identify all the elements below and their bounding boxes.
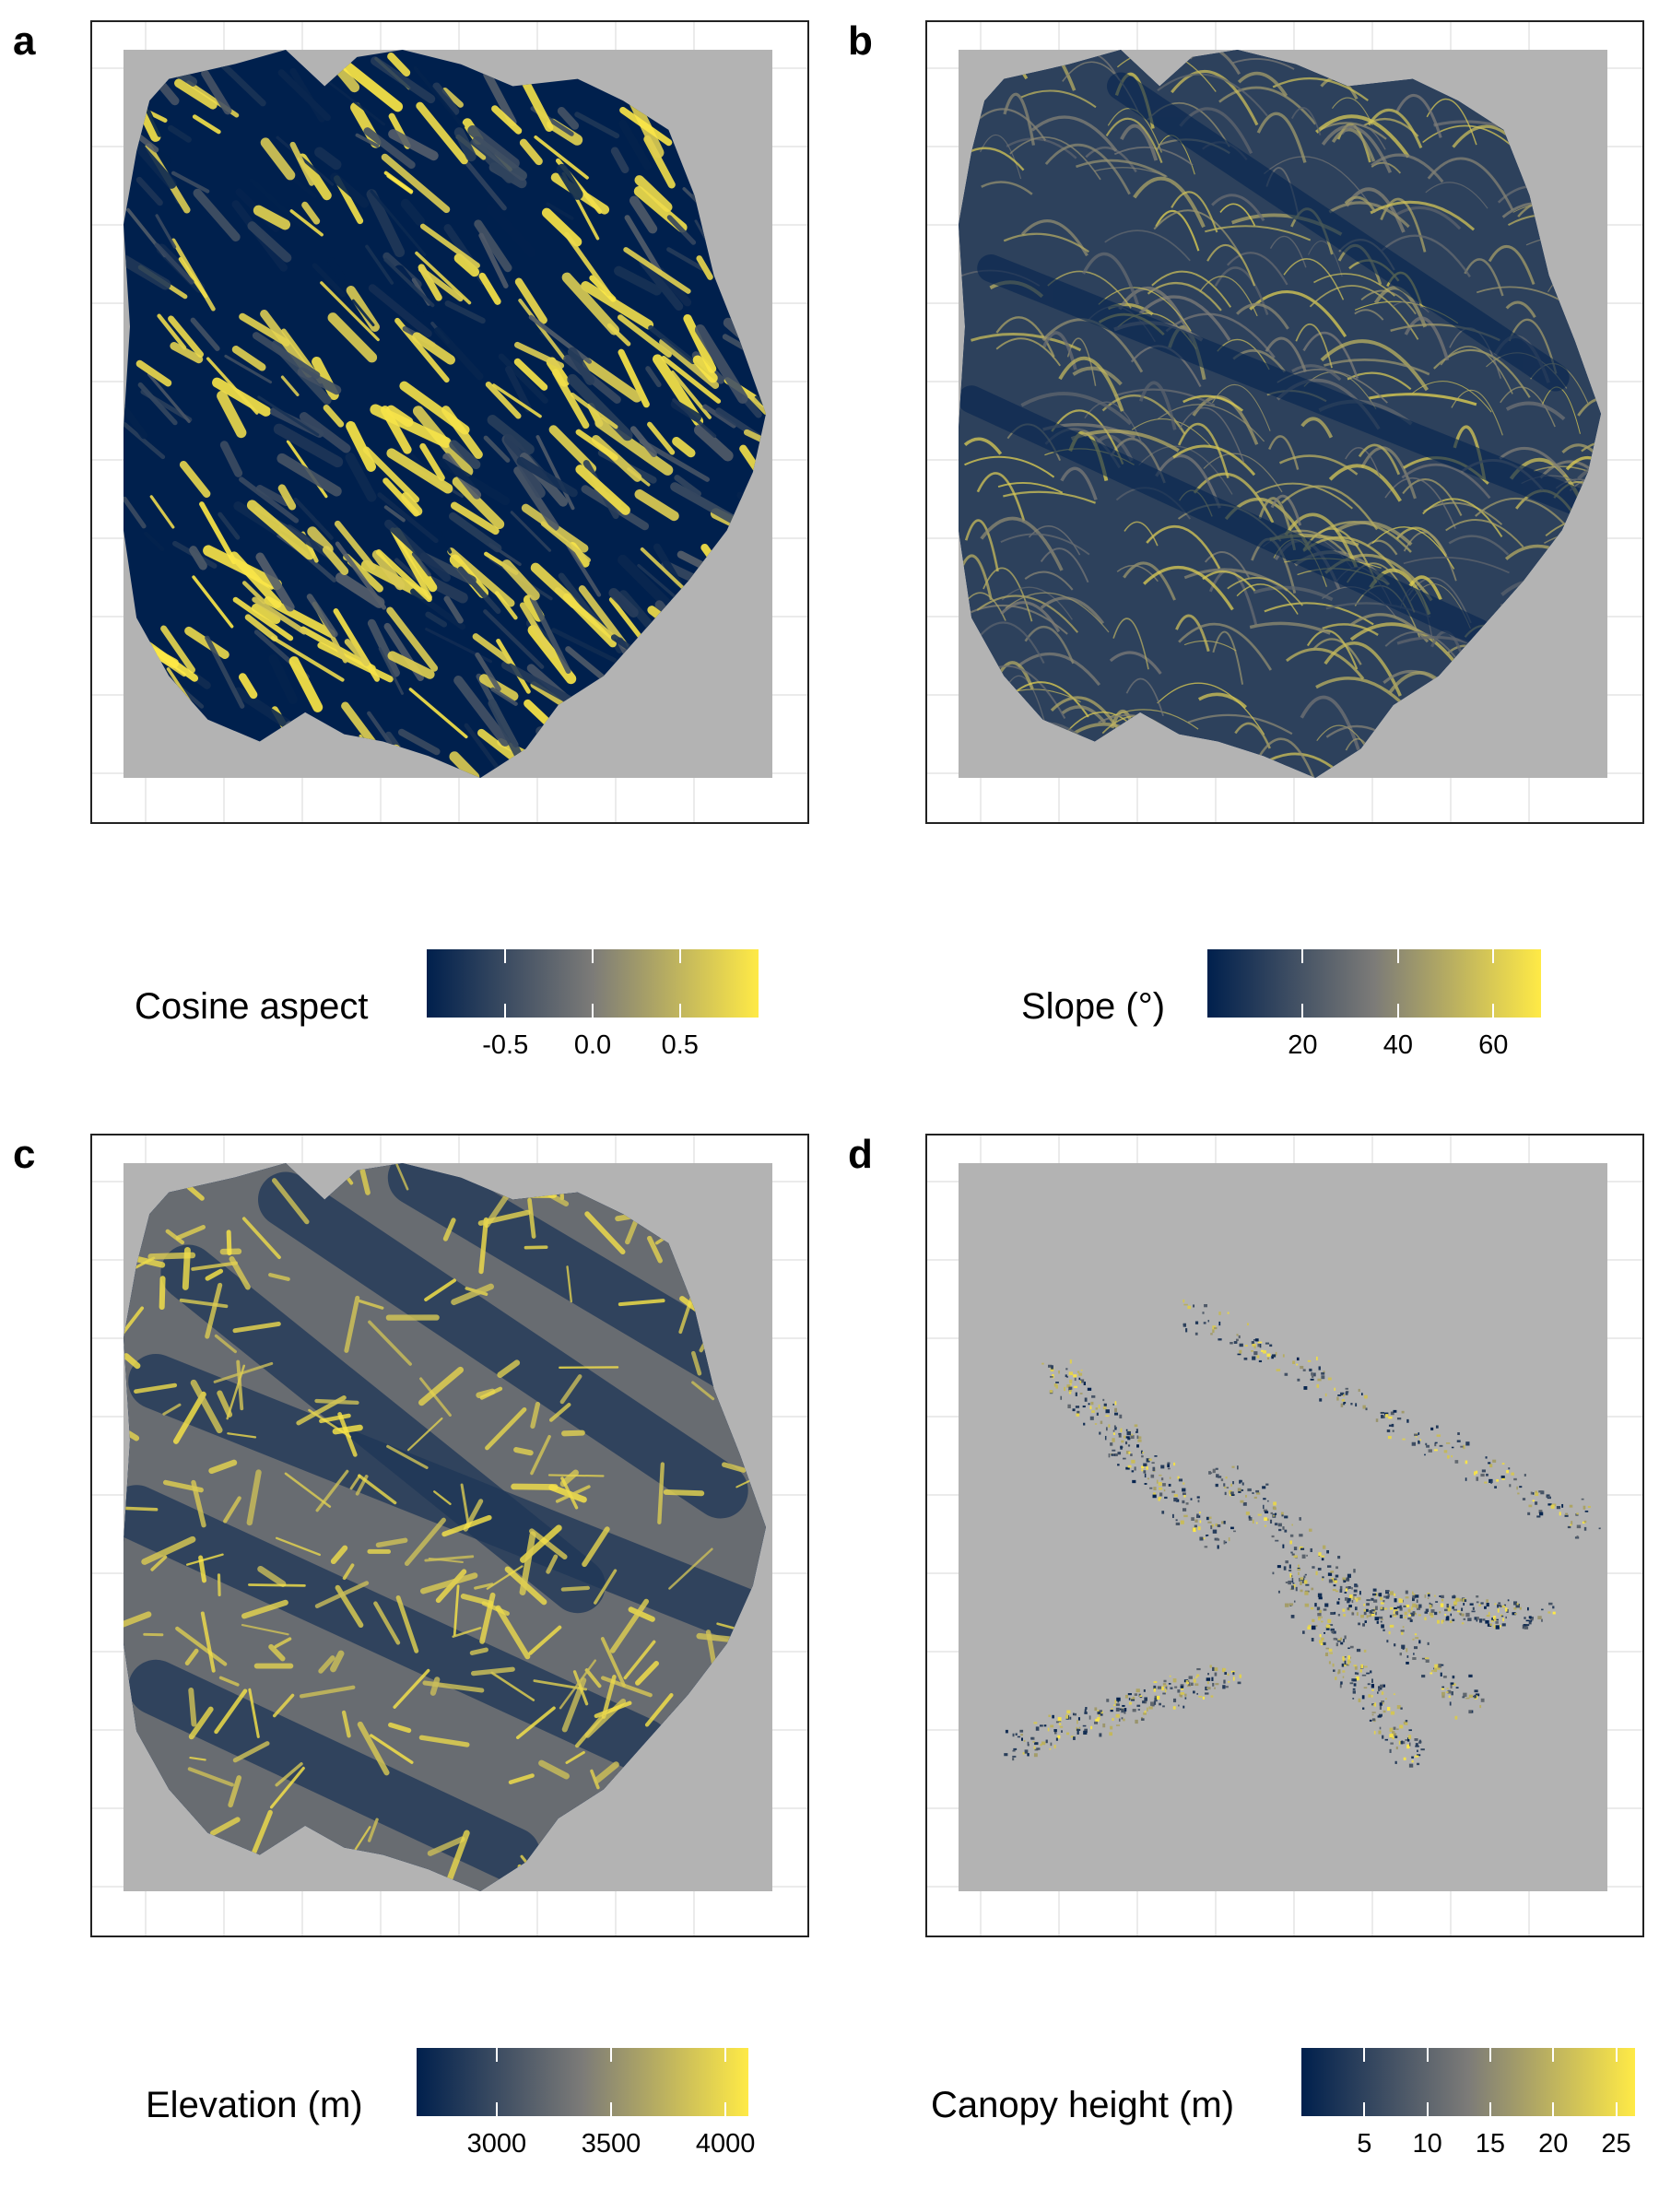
legend-tick-mark xyxy=(1488,2048,1491,2062)
legend-tick-mark xyxy=(1396,949,1399,963)
legend-tick-mark xyxy=(592,949,594,963)
legend-tick-label: 20 xyxy=(1288,1030,1318,1060)
legend-tick-mark xyxy=(1488,2102,1491,2116)
elevation-map xyxy=(90,1134,809,1937)
legend-tick-label: 15 xyxy=(1475,2129,1506,2159)
legend-tick-label: 10 xyxy=(1412,2129,1442,2159)
legend-tick-label: -0.5 xyxy=(482,1030,529,1060)
legend-tick-mark xyxy=(1426,2102,1429,2116)
panel-letter-c: c xyxy=(13,1132,36,1177)
slope-raster xyxy=(927,22,1642,822)
color-ramp xyxy=(1207,949,1541,1018)
legend-tick-label: 3500 xyxy=(581,2129,641,2159)
slope-map xyxy=(925,20,1644,824)
legend-tick-mark xyxy=(1552,2102,1555,2116)
legend-tick-mark xyxy=(504,1004,507,1018)
cosine-aspect-map xyxy=(90,20,809,824)
legend-tick-mark xyxy=(1615,2102,1618,2116)
legend-tick-label: 5 xyxy=(1357,2129,1372,2159)
legend-tick-mark xyxy=(504,949,507,963)
legend-tick-label: 0.0 xyxy=(573,1030,612,1060)
legend-tick-mark xyxy=(1492,949,1495,963)
legend-tick-label: 40 xyxy=(1382,1030,1413,1060)
color-ramp xyxy=(1301,2048,1635,2116)
legend-tick-mark xyxy=(678,1004,681,1018)
legend-tick-label: 3000 xyxy=(466,2129,527,2159)
panel-letter-a: a xyxy=(13,18,36,64)
legend-tick-label: 20 xyxy=(1538,2129,1569,2159)
panel-letter-b: b xyxy=(848,18,873,64)
legend-tick-label: 25 xyxy=(1601,2129,1631,2159)
legend-tick-label: 60 xyxy=(1478,1030,1509,1060)
legend-tick-mark xyxy=(724,2102,727,2116)
legend-tick-mark xyxy=(610,2048,613,2062)
legend-tick-mark xyxy=(1396,1004,1399,1018)
legend-tick-mark xyxy=(610,2102,613,2116)
legend-tick-mark xyxy=(678,949,681,963)
legend-tick-label: 0.5 xyxy=(661,1030,699,1060)
legend-tick-mark xyxy=(724,2048,727,2062)
cosine-aspect-raster xyxy=(92,22,807,822)
raster-texture xyxy=(1004,1299,1601,1768)
legend-tick-mark xyxy=(1301,949,1304,963)
legend-tick-mark xyxy=(1363,2102,1366,2116)
legend-tick-mark xyxy=(1492,1004,1495,1018)
color-ramp xyxy=(417,2048,748,2116)
canopy-height-raster xyxy=(927,1135,1642,1936)
elevation-raster xyxy=(92,1135,807,1936)
legend-tick-mark xyxy=(495,2048,498,2062)
legend-tick-mark xyxy=(592,1004,594,1018)
legend-tick-mark xyxy=(495,2102,498,2116)
legend-tick-mark xyxy=(1552,2048,1555,2062)
legend-title: Slope (°) xyxy=(1021,986,1166,1027)
legend-title: Cosine aspect xyxy=(135,986,369,1027)
raster-texture xyxy=(959,50,1601,778)
legend-tick-mark xyxy=(1363,2048,1366,2062)
legend-tick-mark xyxy=(1426,2048,1429,2062)
legend-tick-mark xyxy=(1301,1004,1304,1018)
legend-title: Elevation (m) xyxy=(146,2085,363,2125)
legend-tick-label: 4000 xyxy=(695,2129,756,2159)
legend-tick-mark xyxy=(1615,2048,1618,2062)
canopy-height-map xyxy=(925,1134,1644,1937)
panel-letter-d: d xyxy=(848,1132,873,1177)
legend-title: Canopy height (m) xyxy=(931,2085,1235,2125)
